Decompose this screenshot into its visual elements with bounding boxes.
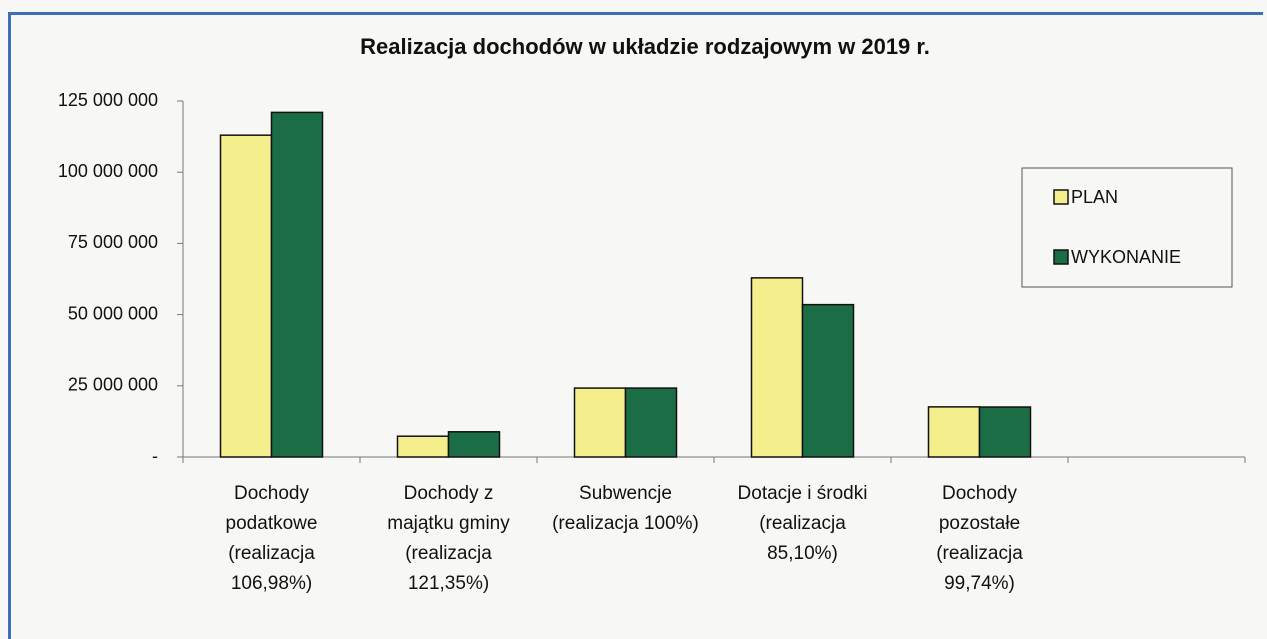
y-tick-label: 50 000 000 bbox=[68, 303, 158, 323]
bar bbox=[447, 431, 501, 458]
bar bbox=[270, 111, 324, 458]
chart-title: Realizacja dochodów w układzie rodzajowy… bbox=[360, 34, 930, 59]
legend-label: WYKONANIE bbox=[1071, 247, 1181, 267]
bar bbox=[978, 406, 1032, 458]
bar bbox=[396, 435, 450, 458]
x-tick-label: Dochody z majątku gminy (realizacja 121,… bbox=[387, 483, 510, 594]
legend-swatch bbox=[1053, 249, 1069, 265]
legend-swatch bbox=[1053, 189, 1069, 205]
legend-label: PLAN bbox=[1071, 187, 1118, 207]
bar bbox=[750, 277, 804, 458]
bar bbox=[624, 387, 678, 458]
y-tick-label: 125 000 000 bbox=[58, 90, 158, 110]
frame bbox=[8, 12, 1263, 639]
x-tick-label: Subwencje (realizacja 100%) bbox=[552, 483, 699, 534]
y-tick-label: - bbox=[152, 446, 158, 466]
y-tick-label: 75 000 000 bbox=[68, 232, 158, 252]
x-tick-label: Dochody podatkowe (realizacja 106,98%) bbox=[225, 483, 318, 594]
x-tick-label: Dochody pozostałe (realizacja 99,74%) bbox=[936, 483, 1023, 594]
bar bbox=[573, 387, 627, 458]
y-tick-label: 100 000 000 bbox=[58, 161, 158, 181]
bar bbox=[801, 303, 855, 458]
y-tick-label: 25 000 000 bbox=[68, 375, 158, 395]
x-tick-label: Dotacje i środki (realizacja 85,10%) bbox=[737, 483, 868, 564]
legend-box bbox=[1021, 167, 1233, 288]
bar bbox=[927, 406, 981, 458]
bar bbox=[219, 134, 273, 458]
